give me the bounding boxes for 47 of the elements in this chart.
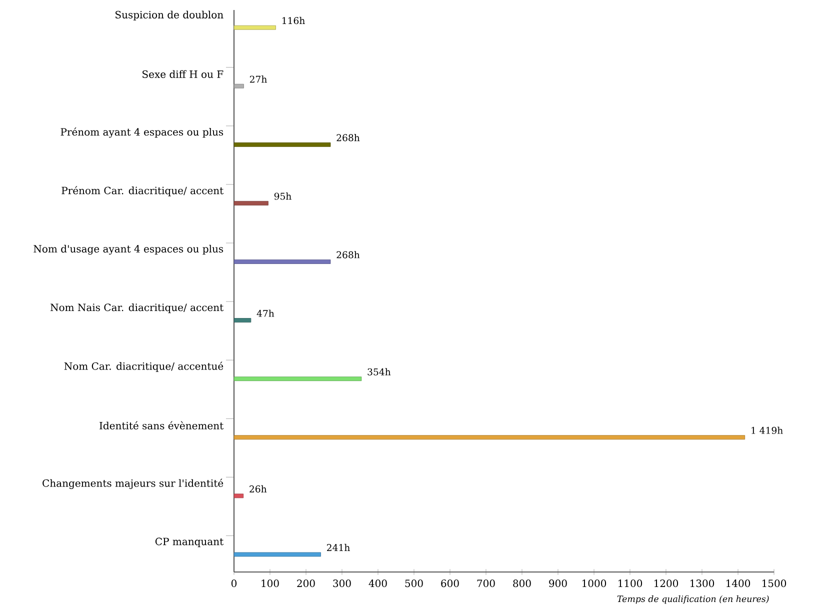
data-label: 1 419h — [752, 426, 783, 434]
y-tick-label: Nom d'usage ayant 4 espaces ou plus — [34, 244, 224, 255]
data-label: 95h — [274, 192, 292, 200]
data-label: 241h — [326, 544, 350, 551]
bar — [234, 494, 244, 498]
bar — [234, 25, 276, 30]
x-axis-title: Temps de qualification (en heures) — [617, 595, 769, 604]
x-tick-label: 1400 — [726, 580, 750, 588]
x-tick-label: 700 — [477, 580, 495, 588]
x-tick-label: 500 — [405, 580, 423, 588]
y-tick-label: Nom Car. diacritique/ accentué — [64, 362, 224, 372]
y-tick-label: Identité sans évènement — [100, 421, 224, 430]
bar — [234, 142, 331, 147]
y-tick-label: Sexe diff H ou F — [142, 70, 224, 78]
y-tick-label: Prénom Car. diacritique/ accent — [62, 186, 224, 196]
bar — [234, 200, 268, 206]
data-label: 116h — [282, 16, 305, 24]
y-tick-label: Changements majeurs sur l'identité — [42, 478, 224, 489]
data-label: 47h — [256, 310, 274, 317]
data-label: 26h — [250, 485, 267, 492]
x-tick-label: 100 — [262, 580, 279, 588]
data-label: 268h — [336, 251, 360, 258]
y-tick-label: CP manquant — [155, 538, 224, 548]
x-tick-label: 1500 — [762, 580, 786, 588]
bar — [234, 435, 746, 440]
x-tick-label: 900 — [549, 580, 567, 588]
x-tick-label: 1100 — [618, 580, 642, 588]
x-tick-label: 400 — [368, 580, 387, 588]
data-label: 354h — [368, 368, 391, 376]
y-tick-label: Suspicion de doublon — [116, 10, 224, 20]
y-tick-label: Nom Nais Car. diacritique/ accent — [50, 303, 224, 314]
y-tick-label: Prénom ayant 4 espaces ou plus — [60, 128, 224, 138]
x-tick-label: 1000 — [582, 580, 606, 588]
bar — [234, 260, 331, 264]
x-tick-label: 1200 — [654, 580, 678, 588]
bar — [234, 84, 244, 88]
data-label: 268h — [336, 134, 360, 142]
x-tick-label: 0 — [231, 580, 237, 588]
x-tick-label: 300 — [333, 580, 351, 588]
x-tick-label: 1300 — [690, 580, 714, 588]
x-tick-label: 200 — [297, 580, 315, 588]
bar — [234, 318, 252, 322]
x-tick-label: 600 — [441, 580, 459, 588]
data-label: 27h — [250, 76, 267, 83]
x-tick-label: 800 — [513, 580, 531, 588]
bar — [234, 376, 362, 382]
bar — [234, 552, 321, 557]
